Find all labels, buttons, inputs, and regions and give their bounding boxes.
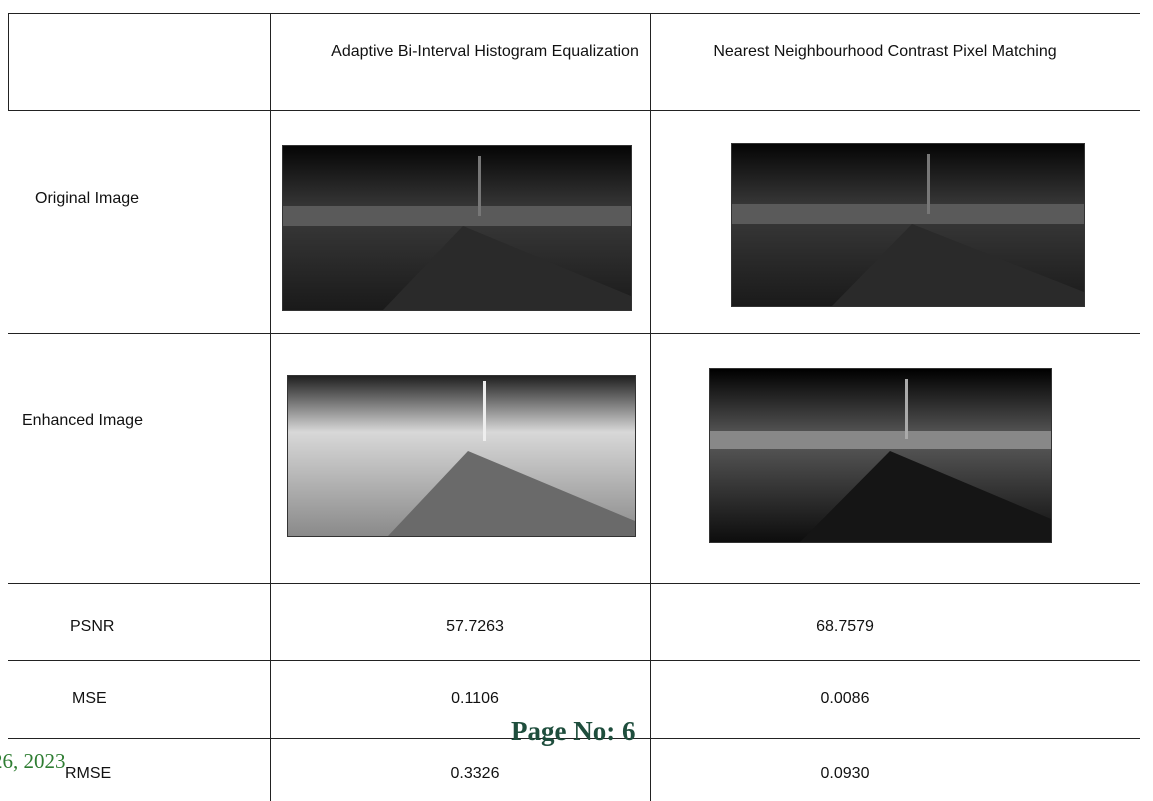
cell: 68.7579 — [816, 618, 874, 635]
rule — [8, 660, 1140, 661]
column-header: Nearest Neighbourhood Contrast Pixel Mat… — [713, 43, 1057, 60]
cell: 0.1106 — [451, 690, 499, 707]
row-label: PSNR — [70, 618, 115, 635]
rule — [8, 333, 1140, 334]
row-label: MSE — [72, 690, 107, 707]
rule — [270, 13, 271, 801]
rule — [8, 583, 1140, 584]
rule — [650, 13, 651, 801]
image — [731, 143, 1085, 307]
rule — [8, 738, 1140, 739]
footer-date: 26, 2023 — [0, 749, 66, 773]
rule — [8, 110, 1140, 111]
column-header: Adaptive Bi-Interval Histogram Equalizat… — [331, 43, 639, 60]
rule — [8, 13, 1140, 14]
rule — [8, 13, 9, 110]
cell: 0.0086 — [820, 690, 870, 707]
image — [282, 145, 632, 311]
cell: 0.0930 — [820, 765, 870, 782]
row-label: RMSE — [65, 765, 112, 782]
row-label: Original Image — [35, 190, 140, 207]
cell: 57.7263 — [446, 618, 504, 635]
image — [287, 375, 636, 537]
page-number: Page No: 6 — [511, 716, 636, 746]
image — [709, 368, 1052, 543]
row-label: Enhanced Image — [22, 412, 143, 429]
cell: 0.3326 — [450, 765, 500, 782]
